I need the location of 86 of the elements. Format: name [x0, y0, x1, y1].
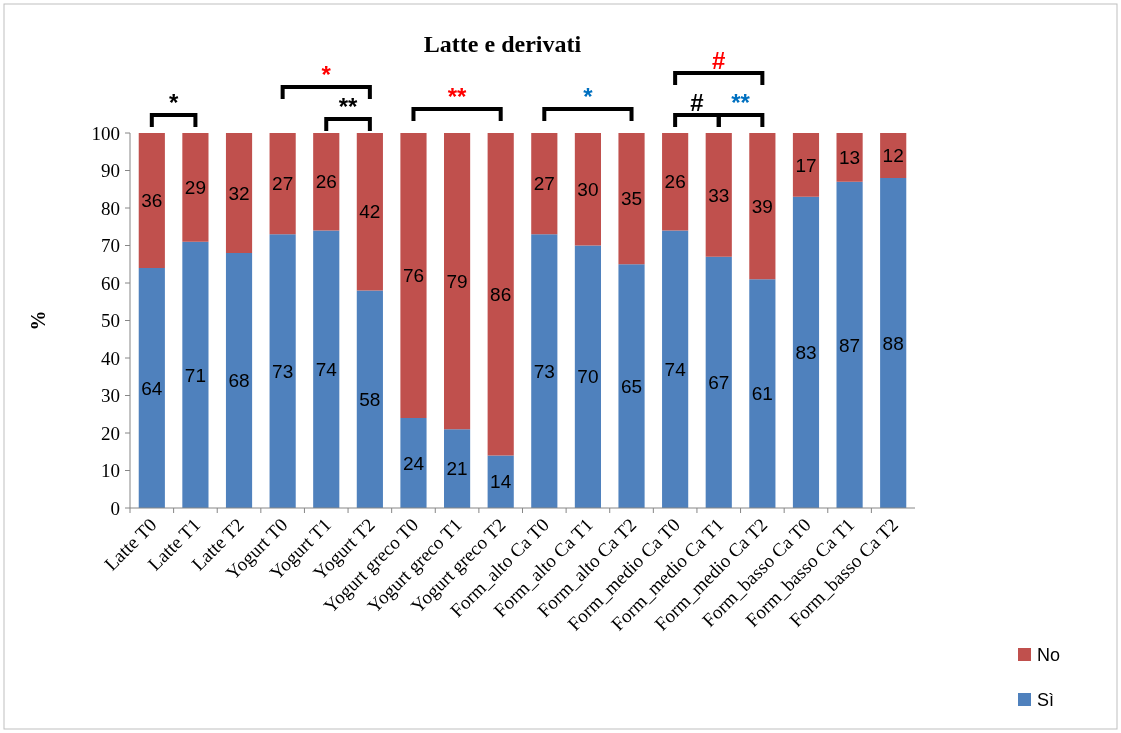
data-label: 74 [664, 358, 687, 380]
data-label: 73 [533, 360, 555, 382]
bar [313, 230, 340, 508]
data-label: 86 [490, 283, 512, 305]
data-label: 65 [620, 375, 643, 397]
bar [531, 234, 558, 508]
bar [662, 230, 689, 508]
bracket: * [149, 89, 198, 127]
y-tick-label: 20 [101, 422, 120, 444]
data-label: 79 [446, 270, 468, 292]
bracket: # [673, 47, 765, 85]
bar [400, 418, 427, 508]
bar [400, 133, 427, 418]
data-label: 74 [315, 358, 338, 380]
bar [182, 133, 209, 242]
data-label: 26 [315, 171, 337, 193]
data-label: 68 [228, 370, 250, 392]
bar [182, 241, 209, 508]
bracket: * [542, 83, 634, 121]
data-label: 30 [577, 178, 599, 200]
data-label: 17 [795, 154, 817, 176]
y-tick-label: 40 [101, 347, 120, 369]
bar [138, 268, 165, 508]
data-label: 73 [272, 360, 294, 382]
data-label: 67 [708, 372, 730, 394]
data-label: 35 [620, 188, 643, 210]
bar [269, 234, 296, 508]
bar [705, 133, 732, 257]
bar [618, 133, 645, 265]
data-label: 58 [359, 388, 381, 410]
data-label: 26 [664, 171, 686, 193]
bar [444, 429, 471, 508]
data-label: 70 [577, 366, 599, 388]
bar [749, 279, 776, 508]
chart-title: Latte e derivati [423, 31, 582, 57]
bar [836, 181, 863, 508]
bar [356, 290, 383, 508]
y-tick-label: 0 [110, 497, 120, 519]
data-label: 71 [184, 364, 206, 386]
data-label: 21 [446, 458, 468, 480]
bar [792, 196, 820, 508]
data-label: 83 [795, 342, 817, 364]
bar [487, 133, 514, 456]
y-tick-label: 60 [101, 272, 120, 294]
data-label: 61 [751, 383, 773, 405]
data-label: 42 [359, 201, 381, 223]
y-tick-label: 100 [91, 122, 120, 144]
bar [880, 178, 907, 508]
bar [662, 133, 689, 231]
data-label: 64 [141, 377, 163, 399]
data-label: 87 [839, 334, 861, 356]
bar [705, 256, 732, 508]
bar [225, 133, 253, 253]
bar [225, 253, 253, 508]
y-axis-title: % [27, 310, 49, 331]
bar [574, 245, 601, 508]
legend-label: Sì [1037, 690, 1055, 711]
bar [269, 133, 296, 235]
data-label: 88 [882, 332, 904, 354]
data-label: 27 [533, 173, 555, 195]
y-tick-label: 30 [101, 385, 120, 407]
bracket: ** [411, 83, 503, 121]
legend-label: No [1037, 645, 1061, 666]
data-label: 27 [272, 173, 294, 195]
data-label: 76 [402, 265, 425, 287]
y-tick-label: 90 [101, 160, 120, 182]
bar [138, 133, 165, 268]
y-tick-label: 70 [101, 235, 120, 257]
data-label: 24 [402, 452, 425, 474]
data-label: 36 [141, 190, 163, 212]
bar [444, 133, 471, 430]
data-label: 32 [228, 182, 250, 204]
bar [618, 264, 645, 508]
bar [574, 133, 601, 246]
y-tick-label: 50 [101, 310, 120, 332]
bar [749, 133, 776, 280]
data-label: 12 [882, 145, 904, 167]
data-label: 13 [839, 147, 861, 169]
data-label: 33 [708, 184, 730, 206]
data-label: 39 [751, 195, 773, 217]
y-tick-label: 10 [101, 460, 120, 482]
y-tick-label: 80 [101, 197, 120, 219]
data-label: 14 [490, 471, 512, 493]
bar [792, 133, 820, 197]
data-label: 29 [184, 177, 206, 199]
bar [531, 133, 558, 235]
